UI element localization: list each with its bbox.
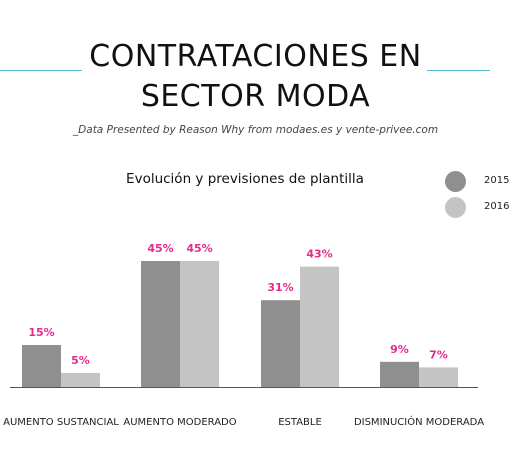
value-label-2015-2: 45%	[147, 242, 173, 255]
bar-2015-3	[261, 300, 300, 387]
bar-2015-1	[22, 345, 61, 387]
category-label-2: AUMENTO MODERADO	[123, 417, 236, 428]
legend-item-2015: 2015	[440, 171, 510, 201]
bar-2016-3	[300, 266, 339, 387]
value-label-2015-3: 31%	[267, 281, 293, 294]
page-title-line-1: CONTRATACIONES EN	[89, 39, 422, 74]
bar-2016-2	[180, 261, 219, 387]
legend-label-2016: 2016	[484, 201, 510, 212]
legend-item-2016: 2016	[440, 197, 510, 227]
data-source-subtitle: _Data Presented by Reason Why from modae…	[72, 124, 439, 136]
category-label-3: ESTABLE	[278, 417, 322, 428]
value-label-2015-1: 15%	[28, 326, 54, 339]
category-label-4: DISMINUCIÓN MODERADA	[354, 415, 484, 428]
legend-swatch-2016	[445, 197, 466, 218]
bar-2015-2	[141, 261, 180, 387]
page-title-line-2: SECTOR MODA	[140, 79, 371, 114]
chart-title: Evolución y previsiones de plantilla	[126, 171, 364, 187]
bar-2016-4	[419, 367, 458, 387]
value-label-2015-4: 9%	[390, 343, 409, 356]
legend-label-2015: 2015	[484, 175, 510, 186]
category-label-1: AUMENTO SUSTANCIAL	[3, 417, 119, 428]
bar-2016-1	[61, 373, 100, 387]
title-rule-left	[0, 70, 82, 71]
legend-swatch-2015	[445, 171, 466, 192]
bar-2015-4	[380, 361, 419, 387]
value-label-2016-4: 7%	[429, 348, 448, 361]
title-rule-right	[427, 70, 490, 71]
value-label-2016-1: 5%	[71, 354, 90, 367]
value-label-2016-2: 45%	[186, 242, 212, 255]
value-label-2016-3: 43%	[306, 248, 332, 261]
